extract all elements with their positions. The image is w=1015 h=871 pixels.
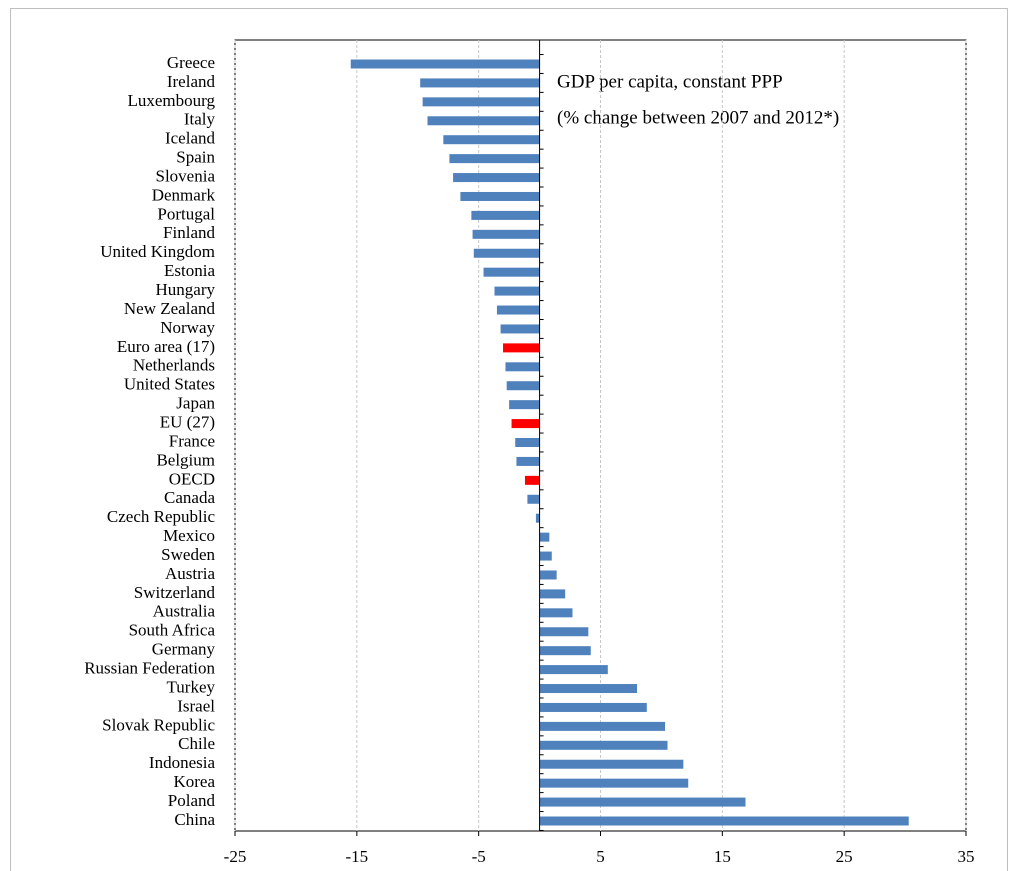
- y-tick-label: Sweden: [161, 545, 215, 564]
- x-tick-label: 15: [714, 847, 731, 866]
- y-tick-label: Slovak Republic: [102, 715, 215, 734]
- bar: [483, 267, 540, 277]
- y-tick-label: France: [169, 431, 215, 450]
- y-tick-label: Germany: [152, 640, 216, 659]
- y-tick-label: Australia: [153, 602, 216, 621]
- bar: [471, 210, 540, 220]
- y-tick-label: Netherlands: [133, 356, 215, 375]
- y-tick-label: Norway: [160, 318, 215, 337]
- bar: [539, 646, 591, 656]
- y-tick-label: Japan: [176, 394, 215, 413]
- frame: [10, 8, 1008, 871]
- y-tick-label: New Zealand: [124, 299, 216, 318]
- y-tick-label: Spain: [176, 148, 215, 167]
- bar: [505, 362, 540, 372]
- y-tick-label: OECD: [169, 469, 215, 488]
- bar: [539, 532, 550, 542]
- bar: [453, 173, 540, 183]
- bar: [539, 665, 608, 675]
- bar: [539, 608, 573, 618]
- y-tick-label: Mexico: [163, 526, 215, 545]
- y-tick-label: Austria: [165, 564, 216, 583]
- bar: [539, 589, 566, 599]
- x-tick-label: 25: [836, 847, 853, 866]
- bar: [539, 740, 668, 750]
- bar: [503, 343, 540, 353]
- y-tick-label: Hungary: [156, 280, 216, 299]
- y-tick-label: Iceland: [165, 129, 216, 148]
- bar: [516, 456, 540, 466]
- bar: [539, 627, 589, 637]
- y-tick-label: Belgium: [156, 450, 215, 469]
- y-tick-label: Czech Republic: [107, 507, 216, 526]
- y-tick-label: United States: [124, 375, 215, 394]
- bar: [511, 419, 540, 429]
- bar: [427, 116, 540, 126]
- bar: [527, 494, 540, 504]
- bar: [449, 154, 540, 164]
- bar: [496, 305, 540, 315]
- bar: [500, 324, 540, 334]
- bar: [535, 513, 540, 523]
- y-tick-label: Poland: [168, 791, 216, 810]
- y-tick-label: Israel: [177, 696, 215, 715]
- y-tick-label: South Africa: [129, 621, 216, 640]
- y-tick-label: Luxembourg: [127, 91, 215, 110]
- x-tick-label: -5: [472, 847, 486, 866]
- y-tick-label: Greece: [167, 53, 215, 72]
- bar: [350, 59, 540, 69]
- bar: [506, 381, 540, 391]
- bar: [539, 816, 909, 826]
- bar: [539, 778, 689, 788]
- bar: [515, 438, 540, 447]
- y-tick-label: Slovenia: [156, 166, 216, 185]
- y-tick-label: Indonesia: [149, 753, 216, 772]
- y-tick-label: Italy: [184, 110, 216, 129]
- bar: [420, 78, 540, 88]
- y-tick-label: China: [174, 810, 215, 829]
- x-tick-label: 5: [596, 847, 605, 866]
- bar: [539, 759, 684, 769]
- bar: [422, 97, 540, 107]
- y-tick-label: Chile: [178, 734, 215, 753]
- y-tick-label: Switzerland: [134, 583, 216, 602]
- y-tick-label: Portugal: [157, 204, 215, 223]
- bar: [539, 702, 647, 712]
- bar: [539, 570, 557, 580]
- y-tick-label: United Kingdom: [100, 242, 215, 261]
- bar: [539, 797, 746, 807]
- y-tick-label: Ireland: [167, 72, 216, 91]
- bar: [524, 475, 540, 485]
- y-tick-label: Finland: [163, 223, 215, 242]
- bar: [539, 551, 552, 561]
- y-tick-label: Canada: [164, 488, 215, 507]
- bar: [473, 248, 540, 258]
- y-tick-label: Korea: [173, 772, 215, 791]
- bar: [539, 684, 638, 694]
- bar: [472, 229, 540, 239]
- bar: [443, 135, 540, 145]
- bar: [460, 191, 540, 201]
- x-tick-label: -25: [224, 847, 247, 866]
- bar: [494, 286, 540, 296]
- annotation: (% change between 2007 and 2012*): [557, 107, 839, 128]
- x-tick-label: 35: [958, 847, 975, 866]
- bar: [509, 400, 540, 410]
- y-tick-label: Turkey: [167, 677, 216, 696]
- y-tick-label: EU (27): [160, 412, 215, 431]
- y-tick-label: Denmark: [152, 185, 216, 204]
- y-tick-label: Euro area (17): [117, 337, 215, 356]
- annotation: GDP per capita, constant PPP: [557, 71, 783, 92]
- x-tick-label: -15: [345, 847, 368, 866]
- bar: [539, 721, 666, 731]
- y-tick-label: Estonia: [164, 261, 215, 280]
- y-tick-label: Russian Federation: [84, 659, 215, 678]
